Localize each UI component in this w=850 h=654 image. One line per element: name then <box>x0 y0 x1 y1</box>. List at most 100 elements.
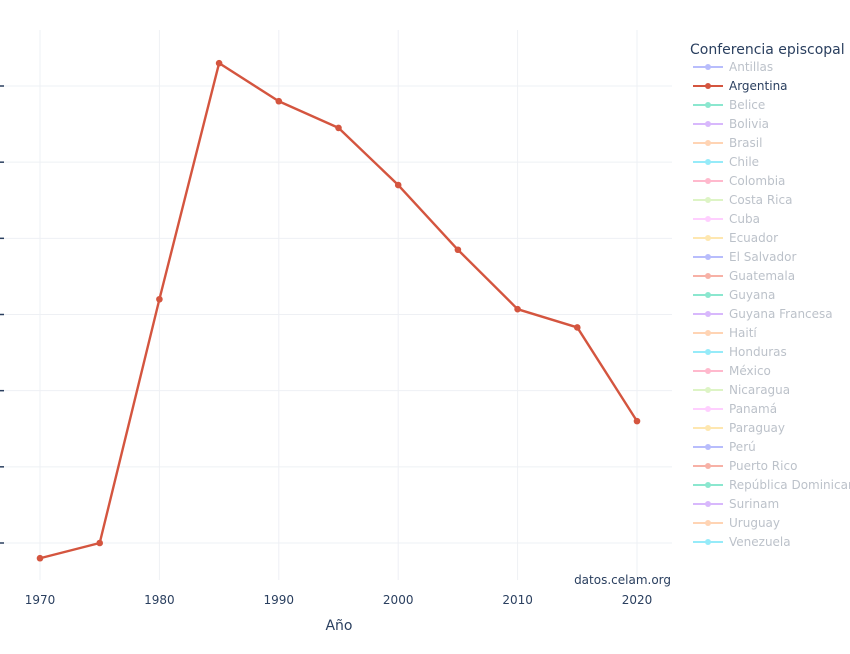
x-tick-label: 2020 <box>622 593 653 607</box>
legend-marker <box>705 159 711 165</box>
legend-item[interactable]: Ecuador <box>693 231 778 245</box>
legend-item[interactable]: Puerto Rico <box>693 459 797 473</box>
legend-label: Ecuador <box>729 231 778 245</box>
legend-item[interactable]: México <box>693 364 771 378</box>
legend-marker <box>705 64 711 70</box>
legend-item[interactable]: Guatemala <box>693 269 795 283</box>
legend-item[interactable]: Surinam <box>693 497 779 511</box>
x-axis-title: Año <box>325 618 352 634</box>
legend-label: Venezuela <box>729 535 791 549</box>
data-point[interactable] <box>275 97 283 105</box>
legend-marker <box>705 463 711 469</box>
legend-item[interactable]: Chile <box>693 155 759 169</box>
legend-title: Conferencia episcopal <box>690 42 845 58</box>
legend-label: Honduras <box>729 345 787 359</box>
data-point[interactable] <box>215 59 223 67</box>
legend-item[interactable]: Haití <box>693 326 757 340</box>
legend-label: Chile <box>729 155 759 169</box>
x-tick-label: 2000 <box>383 593 414 607</box>
legend-item[interactable]: Argentina <box>693 79 788 93</box>
legend-label: Costa Rica <box>729 193 792 207</box>
data-point[interactable] <box>156 295 163 303</box>
legend-item[interactable]: Perú <box>693 440 756 454</box>
data-point[interactable] <box>36 554 44 562</box>
legend-item[interactable]: Venezuela <box>693 535 791 549</box>
legend-marker <box>705 178 711 184</box>
legend-label: Panamá <box>729 402 777 416</box>
legend-marker <box>705 406 711 412</box>
legend-label: Puerto Rico <box>729 459 797 473</box>
legend-item[interactable]: Antillas <box>693 60 773 74</box>
legend-item[interactable]: Nicaragua <box>693 383 790 397</box>
legend-label: Surinam <box>729 497 779 511</box>
grid <box>0 30 672 580</box>
legend-label: Guatemala <box>729 269 795 283</box>
legend-marker <box>705 235 711 241</box>
legend-label: Perú <box>729 440 756 454</box>
legend-marker <box>705 501 711 507</box>
legend-item[interactable]: Uruguay <box>693 516 780 530</box>
legend-label: Cuba <box>729 212 760 226</box>
legend-label: Belice <box>729 98 765 112</box>
legend-marker <box>705 254 711 260</box>
data-point[interactable] <box>574 324 581 331</box>
data-point[interactable] <box>394 181 402 189</box>
legend-marker <box>705 387 711 393</box>
legend-label: Colombia <box>729 174 785 188</box>
legend-item[interactable]: Honduras <box>693 345 787 359</box>
legend-marker <box>705 520 711 526</box>
legend-label: Uruguay <box>729 516 780 530</box>
legend-label: Antillas <box>729 60 773 74</box>
legend-item[interactable]: Panamá <box>693 402 777 416</box>
legend-label: Brasil <box>729 136 762 150</box>
series-layer <box>36 59 641 562</box>
series-line <box>36 59 641 562</box>
legend-marker <box>705 197 711 203</box>
legend-label: Haití <box>729 326 757 340</box>
legend-marker <box>705 482 711 488</box>
legend-marker <box>705 368 711 374</box>
legend-label: El Salvador <box>729 250 796 264</box>
legend-marker <box>705 121 711 127</box>
legend-label: Argentina <box>729 79 788 93</box>
legend-marker <box>705 311 711 317</box>
legend-label: República Dominicana <box>729 478 850 492</box>
legend-label: Bolivia <box>729 117 769 131</box>
data-point[interactable] <box>633 417 641 425</box>
x-tick-label: 1970 <box>25 593 56 607</box>
legend-label: Guyana <box>729 288 775 302</box>
legend-marker <box>705 292 711 298</box>
legend-item[interactable]: Colombia <box>693 174 785 188</box>
source-annotation: datos.celam.org <box>574 573 671 587</box>
legend-item[interactable]: El Salvador <box>693 250 796 264</box>
legend-item[interactable]: Guyana Francesa <box>693 307 833 321</box>
legend-item[interactable]: Cuba <box>693 212 760 226</box>
legend-item[interactable]: Guyana <box>693 288 775 302</box>
x-tick-label: 1990 <box>264 593 295 607</box>
x-tick-label: 1980 <box>144 593 175 607</box>
data-point[interactable] <box>96 539 103 547</box>
data-point[interactable] <box>514 305 521 313</box>
legend[interactable]: Conferencia episcopal Antillas Argentina B… <box>690 42 850 549</box>
x-axis-ticks: 1970 1980 1990 2000 2010 2020 <box>25 593 653 607</box>
legend-label: Paraguay <box>729 421 785 435</box>
legend-marker <box>705 425 711 431</box>
legend-item[interactable]: Belice <box>693 98 765 112</box>
legend-marker <box>705 330 711 336</box>
legend-marker <box>705 444 711 450</box>
legend-marker <box>705 102 711 108</box>
legend-marker <box>705 216 711 222</box>
legend-label: Guyana Francesa <box>729 307 833 321</box>
legend-label: México <box>729 364 771 378</box>
data-point[interactable] <box>454 246 462 254</box>
legend-marker <box>705 349 711 355</box>
legend-marker <box>705 539 711 545</box>
legend-item[interactable]: Costa Rica <box>693 193 792 207</box>
legend-item[interactable]: Bolivia <box>693 117 769 131</box>
legend-item[interactable]: República Dominicana <box>693 478 850 492</box>
legend-item[interactable]: Brasil <box>693 136 762 150</box>
data-point[interactable] <box>335 124 342 132</box>
legend-item[interactable]: Paraguay <box>693 421 785 435</box>
legend-marker <box>705 273 711 279</box>
